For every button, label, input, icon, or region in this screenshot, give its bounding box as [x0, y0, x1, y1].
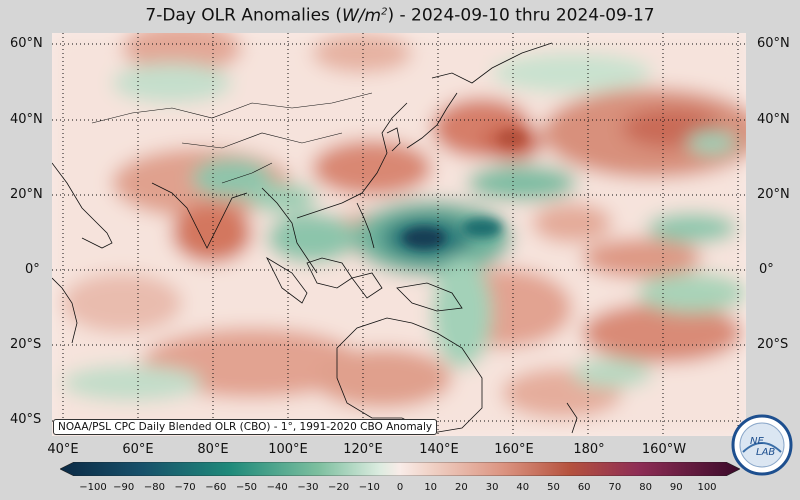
colorbar-tick-label: −20	[328, 482, 350, 493]
lat-label-right-60n: 60°N	[757, 36, 790, 51]
data-source-credit: NOAA/PSL CPC Daily Blended OLR (CBO) - 1…	[53, 419, 438, 435]
lat-label-right-20s: 20°S	[757, 337, 789, 352]
lon-label-160w: 160°W	[641, 442, 687, 457]
logo-text-top: NE	[750, 436, 764, 447]
lat-label-left-40s: 40°S	[10, 412, 42, 427]
lon-label-100e: 100°E	[268, 442, 308, 457]
colorbar-tick-label: −80	[143, 482, 165, 493]
lon-label-120e: 120°E	[343, 442, 383, 457]
lat-label-right-eq: 0°	[759, 262, 774, 277]
colorbar-tick-label: −100	[79, 482, 107, 493]
lon-label-160e: 160°E	[494, 442, 534, 457]
lon-label-180: 180°	[573, 442, 605, 457]
lon-label-140e: 140°E	[419, 442, 459, 457]
anomaly-core	[402, 130, 526, 249]
lat-label-left-60n: 60°N	[10, 36, 43, 51]
lon-label-40e: 40°E	[47, 442, 79, 457]
title-unit-exponent: 2	[381, 6, 388, 17]
title-suffix: ) - 2024-09-10 thru 2024-09-17	[387, 5, 655, 26]
colorbar-tick-label: −70	[174, 482, 196, 493]
map-svg	[52, 33, 746, 436]
colorbar-tick-label: 100	[697, 482, 717, 493]
coastlines	[52, 42, 578, 434]
colorbar-tick-label: 40	[516, 482, 530, 493]
lat-label-left-20n: 20°N	[10, 187, 43, 202]
colorbar-tick-label: 80	[639, 482, 652, 493]
colorbar-tick-label: 60	[577, 482, 591, 493]
colorbar-tick-label: −30	[297, 482, 319, 493]
olr-anomaly-map	[52, 33, 746, 436]
lat-label-left-eq: 0°	[25, 262, 40, 277]
colorbar-tick-label: −10	[358, 482, 380, 493]
anomaly-field	[52, 33, 746, 436]
colorbar	[60, 462, 740, 476]
title-unit: W/m	[341, 5, 382, 26]
colorbar-tick-label: −50	[235, 482, 258, 493]
colorbar-tick-label: −60	[205, 482, 227, 493]
colorbar-tick-label: 30	[485, 482, 499, 493]
colorbar-tick-label: 70	[608, 482, 622, 493]
colorbar-tick-label: 10	[424, 482, 438, 493]
lat-label-right-20n: 20°N	[757, 187, 790, 202]
lat-label-left-40n: 40°N	[10, 112, 43, 127]
colorbar-tick-label: −90	[113, 482, 135, 493]
lat-label-left-20s: 20°S	[10, 337, 42, 352]
lat-label-right-40n: 40°N	[757, 112, 790, 127]
colorbar-tick-label: 0	[396, 482, 404, 493]
logo-text-bottom: LAB	[756, 447, 775, 458]
colorbar-tick-label: 20	[455, 482, 468, 493]
title-prefix: 7-Day OLR Anomalies (	[145, 5, 342, 26]
colorbar-tick-label: 90	[669, 482, 683, 493]
map-title: 7-Day OLR Anomalies (W/m2) - 2024-09-10 …	[0, 0, 800, 26]
colorbar-tick-label: 50	[547, 482, 560, 493]
lon-label-60e: 60°E	[122, 442, 154, 457]
lon-label-80e: 80°E	[197, 442, 229, 457]
noaa-psl-logo: NE LAB	[731, 414, 793, 476]
colorbar-tick-label: −40	[266, 482, 288, 493]
